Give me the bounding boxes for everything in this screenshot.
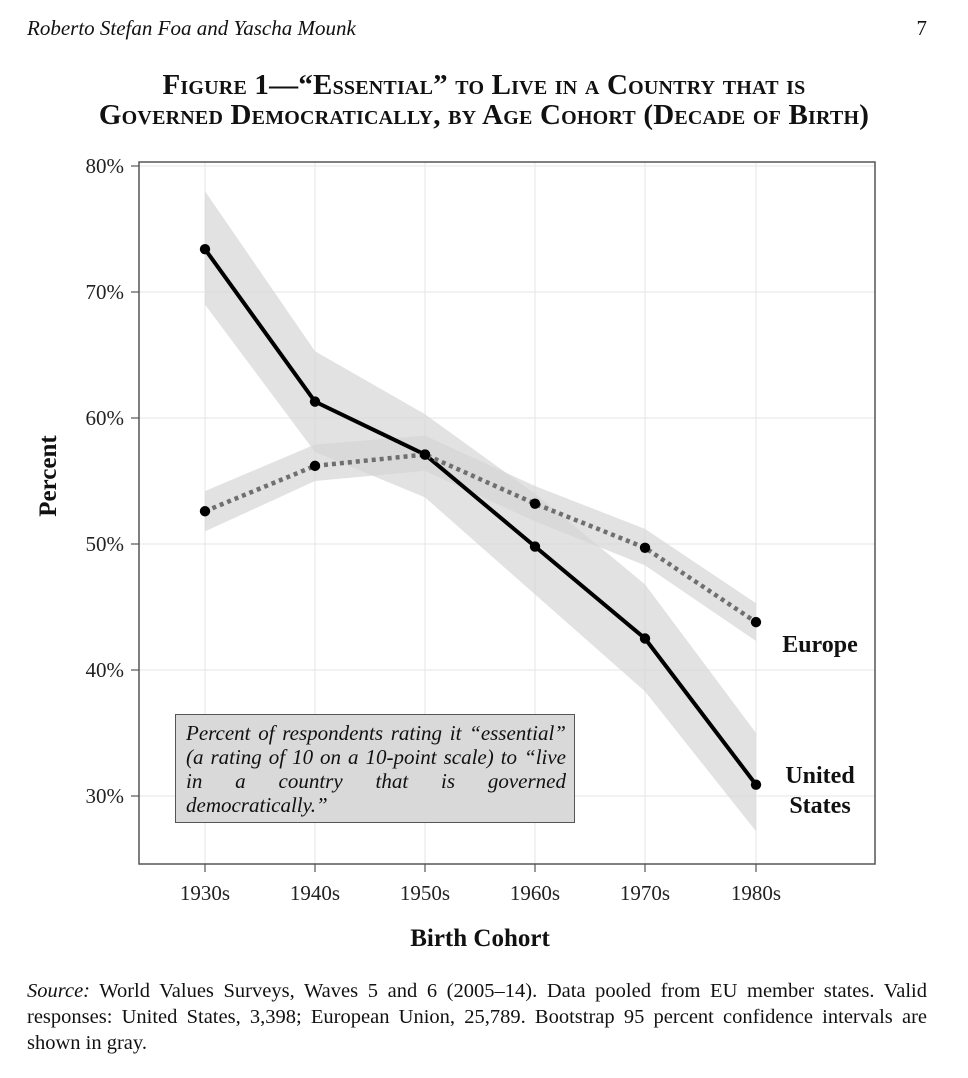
y-tick-label: 40% — [86, 658, 125, 682]
data-point-europe — [199, 506, 211, 517]
series-lines — [203, 247, 758, 786]
annotation-box: Percent of respondents rating it “essent… — [175, 714, 575, 823]
axis-ticks: 30% 40% 50% 60% 70% 80% 1930s 1940s 1950s 1960s 19… — [86, 154, 782, 905]
data-point-europe — [639, 542, 651, 553]
series-label: Europe — [782, 632, 858, 658]
ci-band-united-states — [205, 191, 756, 832]
y-tick-label: 50% — [86, 532, 125, 556]
figure-title-line-1: Figure 1—“Essential” to Live in a Countr… — [162, 69, 806, 101]
ci-band-europe — [205, 435, 756, 642]
line-chart: 30% 40% 50% 60% 70% 80% 1930s 1940s 1950s 1960s 19… — [35, 154, 876, 952]
y-axis-label: Percent — [35, 435, 62, 517]
x-tick-label: 1930s — [180, 881, 230, 905]
confidence-bands — [205, 191, 756, 832]
x-tick-label: 1950s — [400, 881, 450, 905]
data-point-united-states — [309, 396, 321, 407]
author-names: Roberto Stefan Foa and Yascha Mounk — [27, 16, 356, 40]
series-label: United — [785, 763, 855, 789]
page-number: 7 — [916, 16, 928, 40]
source-note: Source: World Values Surveys, Waves 5 an… — [27, 978, 927, 1056]
data-points — [199, 243, 762, 790]
y-tick-label: 70% — [86, 280, 125, 304]
running-head: Roberto Stefan Foa and Yascha Mounk 7 — [27, 16, 927, 46]
data-point-united-states — [639, 633, 651, 644]
source-text: World Values Surveys, Waves 5 and 6 (200… — [27, 980, 927, 1054]
figure-title: Figure 1—“Essential” to Live in a Countr… — [0, 70, 968, 130]
data-point-united-states — [199, 243, 211, 255]
data-point-europe — [750, 616, 762, 628]
y-tick-label: 30% — [86, 784, 125, 808]
series-label: States — [789, 793, 850, 819]
series-labels: Europe United States — [782, 632, 858, 819]
data-point-europe — [529, 498, 541, 509]
data-point-united-states — [529, 541, 541, 552]
x-tick-label: 1960s — [510, 881, 560, 905]
figure-title-line-2: Governed Democratically, by Age Cohort (… — [98, 99, 870, 131]
y-tick-label: 60% — [86, 406, 125, 430]
series-line-europe — [204, 452, 758, 624]
data-point-europe — [419, 449, 431, 460]
data-point-europe — [309, 460, 321, 472]
x-tick-label: 1970s — [620, 881, 670, 905]
plot-frame — [138, 161, 876, 865]
x-tick-label: 1940s — [290, 881, 340, 905]
series-line-united-states — [203, 247, 758, 786]
x-axis-label: Birth Cohort — [410, 925, 550, 952]
x-tick-label: 1980s — [731, 881, 781, 905]
data-point-united-states — [750, 779, 762, 790]
source-label: Source: — [27, 980, 90, 1002]
y-tick-label: 80% — [86, 154, 125, 178]
